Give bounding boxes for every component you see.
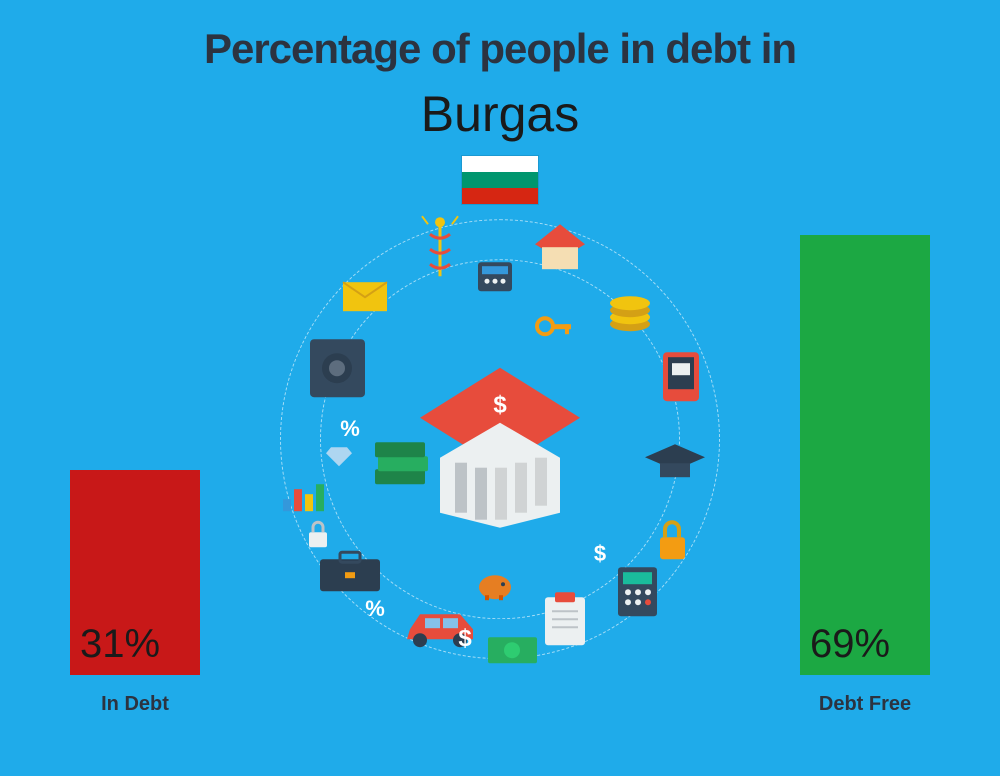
- dollar-icon: $: [455, 624, 475, 654]
- bank-building-icon: $: [410, 362, 590, 532]
- flag-bulgaria: [461, 155, 539, 205]
- lock-icon: [655, 519, 690, 561]
- percent-icon: %: [360, 594, 390, 624]
- bar-value-in-debt: 31%: [80, 622, 160, 667]
- caduceus-icon: [420, 214, 460, 284]
- calc-small-icon: [475, 259, 515, 294]
- envelope-icon: [340, 279, 390, 314]
- svg-text:$: $: [493, 391, 507, 418]
- bar-label-debt-free: Debt Free: [819, 693, 911, 716]
- key-icon: [535, 314, 575, 339]
- page-subtitle: Burgas: [0, 85, 1000, 143]
- flag-stripe-red: [462, 188, 538, 204]
- house-icon: [530, 219, 590, 274]
- coins-icon: [605, 284, 655, 334]
- flag-stripe-green: [462, 172, 538, 188]
- bar-debt-free: 69% Debt Free: [800, 235, 930, 716]
- calculator-icon: [615, 564, 660, 619]
- phone-icon: [660, 349, 702, 404]
- percent-icon-2: %: [335, 414, 365, 444]
- chart-icon: [280, 474, 325, 514]
- bar-rect-in-debt: 31%: [70, 470, 200, 675]
- grad-cap-icon: [640, 439, 710, 484]
- clipboard-icon: [540, 589, 590, 649]
- center-graphic: $ % % $ $: [280, 219, 720, 659]
- dollar-icon-2: $: [590, 539, 610, 569]
- safe-icon: [305, 334, 370, 404]
- money-stack-icon: [370, 434, 430, 489]
- page-title: Percentage of people in debt in: [0, 0, 1000, 73]
- bar-in-debt: 31% In Debt: [70, 470, 200, 716]
- cash-icon: [485, 634, 540, 666]
- small-lock-icon: [305, 519, 331, 549]
- bar-rect-debt-free: 69%: [800, 235, 930, 675]
- bar-value-debt-free: 69%: [810, 622, 890, 667]
- bar-label-in-debt: In Debt: [101, 693, 169, 716]
- flag-stripe-white: [462, 156, 538, 172]
- briefcase-icon: [315, 544, 385, 594]
- diamond-icon: [325, 444, 353, 468]
- piggy-bank-icon: [475, 569, 515, 601]
